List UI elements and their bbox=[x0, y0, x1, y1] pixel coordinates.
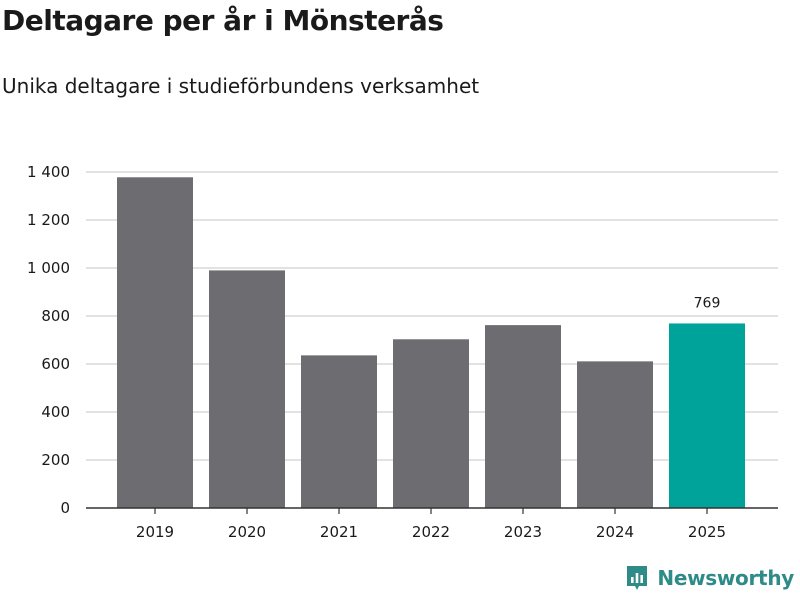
bars bbox=[117, 177, 745, 508]
chart-subtitle: Unika deltagare i studieförbundens verks… bbox=[2, 74, 480, 98]
x-tick-label: 2023 bbox=[504, 523, 542, 541]
y-tick-label: 1 000 bbox=[27, 259, 70, 277]
x-tick-label: 2020 bbox=[228, 523, 266, 541]
bar-2019 bbox=[117, 177, 193, 508]
bar-2024 bbox=[577, 361, 653, 508]
bar-2023 bbox=[485, 325, 561, 508]
x-tick-label: 2021 bbox=[320, 523, 358, 541]
brand-name: Newsworthy bbox=[657, 566, 794, 590]
y-tick-label: 200 bbox=[41, 451, 70, 469]
bar-2020 bbox=[209, 270, 285, 508]
y-tick-label: 1 400 bbox=[27, 163, 70, 181]
y-tick-label: 0 bbox=[60, 499, 70, 517]
y-tick-label: 600 bbox=[41, 355, 70, 373]
y-tick-label: 1 200 bbox=[27, 211, 70, 229]
x-tick-label: 2025 bbox=[688, 523, 726, 541]
x-tick-label: 2022 bbox=[412, 523, 450, 541]
y-tick-label: 800 bbox=[41, 307, 70, 325]
labels: 0 200 400 600 800 1 000 1 200 1 400 2019 2020 2021… bbox=[27, 163, 726, 541]
chart-title: Deltagare per år i Mönsterås bbox=[2, 4, 444, 37]
newsworthy-logo-icon bbox=[627, 566, 648, 590]
data-label: 769 bbox=[694, 295, 721, 311]
bar-2025 bbox=[669, 323, 745, 508]
y-tick-label: 400 bbox=[41, 403, 70, 421]
x-tick-label: 2024 bbox=[596, 523, 634, 541]
bar-2022 bbox=[393, 339, 469, 508]
x-tick-label: 2019 bbox=[136, 523, 174, 541]
axes bbox=[86, 507, 778, 514]
bar-2021 bbox=[301, 355, 377, 508]
brand-logo: Newsworthy bbox=[625, 564, 794, 592]
